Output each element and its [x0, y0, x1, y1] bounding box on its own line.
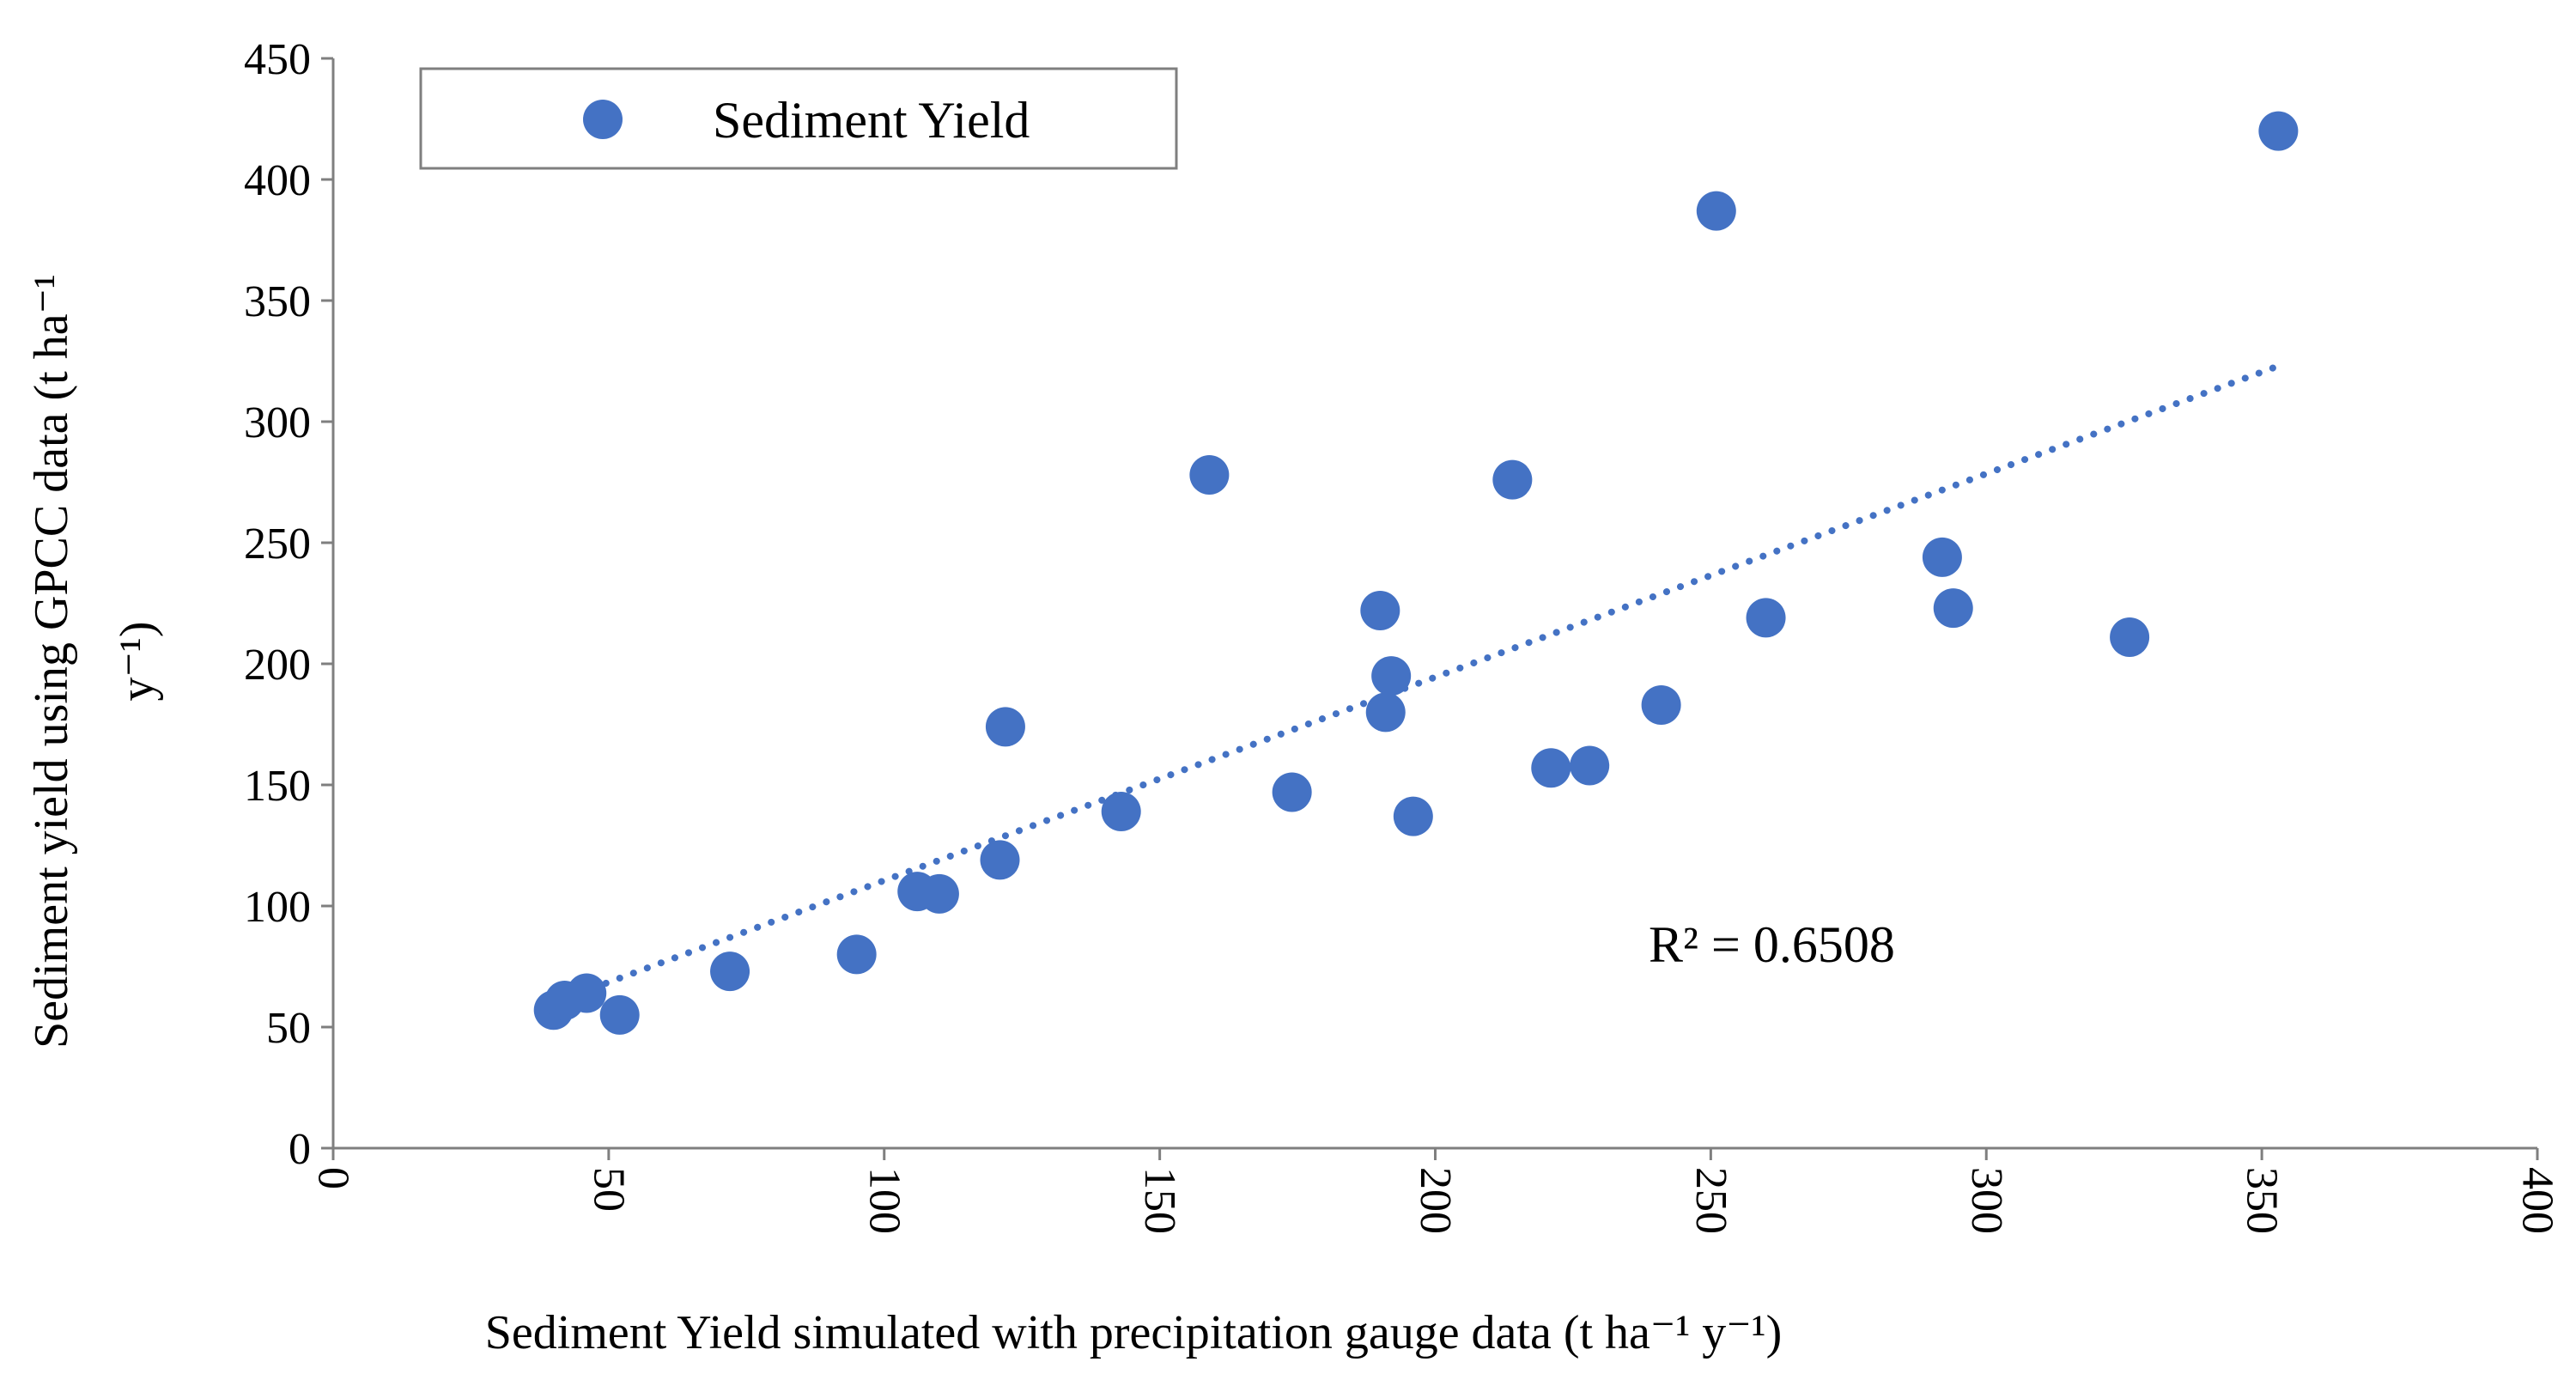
data-point: [1365, 692, 1406, 733]
x-tick-label: 400: [2513, 1167, 2562, 1234]
data-point: [1746, 598, 1786, 638]
legend: Sediment Yield: [419, 67, 1178, 170]
data-point: [1371, 656, 1412, 696]
data-point: [836, 934, 877, 975]
data-point: [1531, 748, 1571, 788]
data-point: [1189, 455, 1230, 495]
data-point: [1922, 537, 1962, 577]
x-tick-label: 200: [1411, 1167, 1460, 1234]
x-tick-label: 0: [309, 1167, 358, 1189]
data-point: [1933, 588, 1973, 629]
y-axis-title: Sediment yield using GPCC data (t ha⁻¹ y…: [25, 274, 164, 1049]
data-point: [919, 873, 959, 914]
data-point: [567, 973, 607, 1013]
y-axis-title-line-2: y⁻¹): [111, 622, 164, 702]
x-tick-label: 50: [584, 1167, 633, 1212]
x-tick-label: 100: [860, 1167, 908, 1234]
y-axis-title-line-1: Sediment yield using GPCC data (t ha⁻¹: [25, 274, 78, 1049]
x-tick-label: 150: [1135, 1167, 1184, 1234]
y-tick-label: 350: [244, 277, 311, 326]
data-point: [1696, 191, 1736, 231]
data-point: [2258, 111, 2299, 151]
legend-label: Sediment Yield: [713, 92, 1030, 149]
trendline: [588, 362, 2282, 992]
y-tick-label: 150: [244, 762, 311, 811]
y-tick-label: 450: [244, 35, 311, 84]
y-tick-label: 400: [244, 156, 311, 205]
x-ticks: 0 50 100 150 200 250 300 350 400: [309, 1148, 2562, 1234]
legend-marker: [583, 100, 623, 139]
data-point: [2110, 617, 2150, 657]
data-point: [1641, 684, 1681, 725]
data-point: [1570, 745, 1610, 786]
data-point: [1393, 796, 1433, 836]
y-tick-label: 250: [244, 520, 311, 568]
data-point: [710, 951, 750, 992]
y-ticks: 0 50 100 150 200 250 300 350 400 450: [244, 35, 333, 1174]
legend-box: [419, 67, 1178, 170]
x-axis-title: Sediment Yield simulated with precipitat…: [485, 1306, 1782, 1359]
data-point: [980, 840, 1020, 880]
data-point: [985, 707, 1025, 747]
r-squared-annotation: R² = 0.6508: [1649, 916, 1895, 973]
data-point: [1101, 792, 1141, 832]
x-tick-label: 250: [1686, 1167, 1735, 1234]
data-points: [533, 111, 2299, 1035]
x-tick-label: 350: [2238, 1167, 2287, 1234]
data-point: [1492, 459, 1533, 500]
data-point: [1272, 772, 1312, 812]
y-tick-label: 300: [244, 398, 311, 447]
data-point: [1360, 590, 1400, 630]
y-tick-label: 200: [244, 641, 311, 690]
y-tick-label: 0: [289, 1125, 311, 1174]
data-point: [599, 994, 640, 1035]
x-tick-label: 300: [1962, 1167, 2011, 1234]
y-tick-label: 50: [266, 1004, 311, 1053]
y-tick-label: 100: [244, 883, 311, 932]
